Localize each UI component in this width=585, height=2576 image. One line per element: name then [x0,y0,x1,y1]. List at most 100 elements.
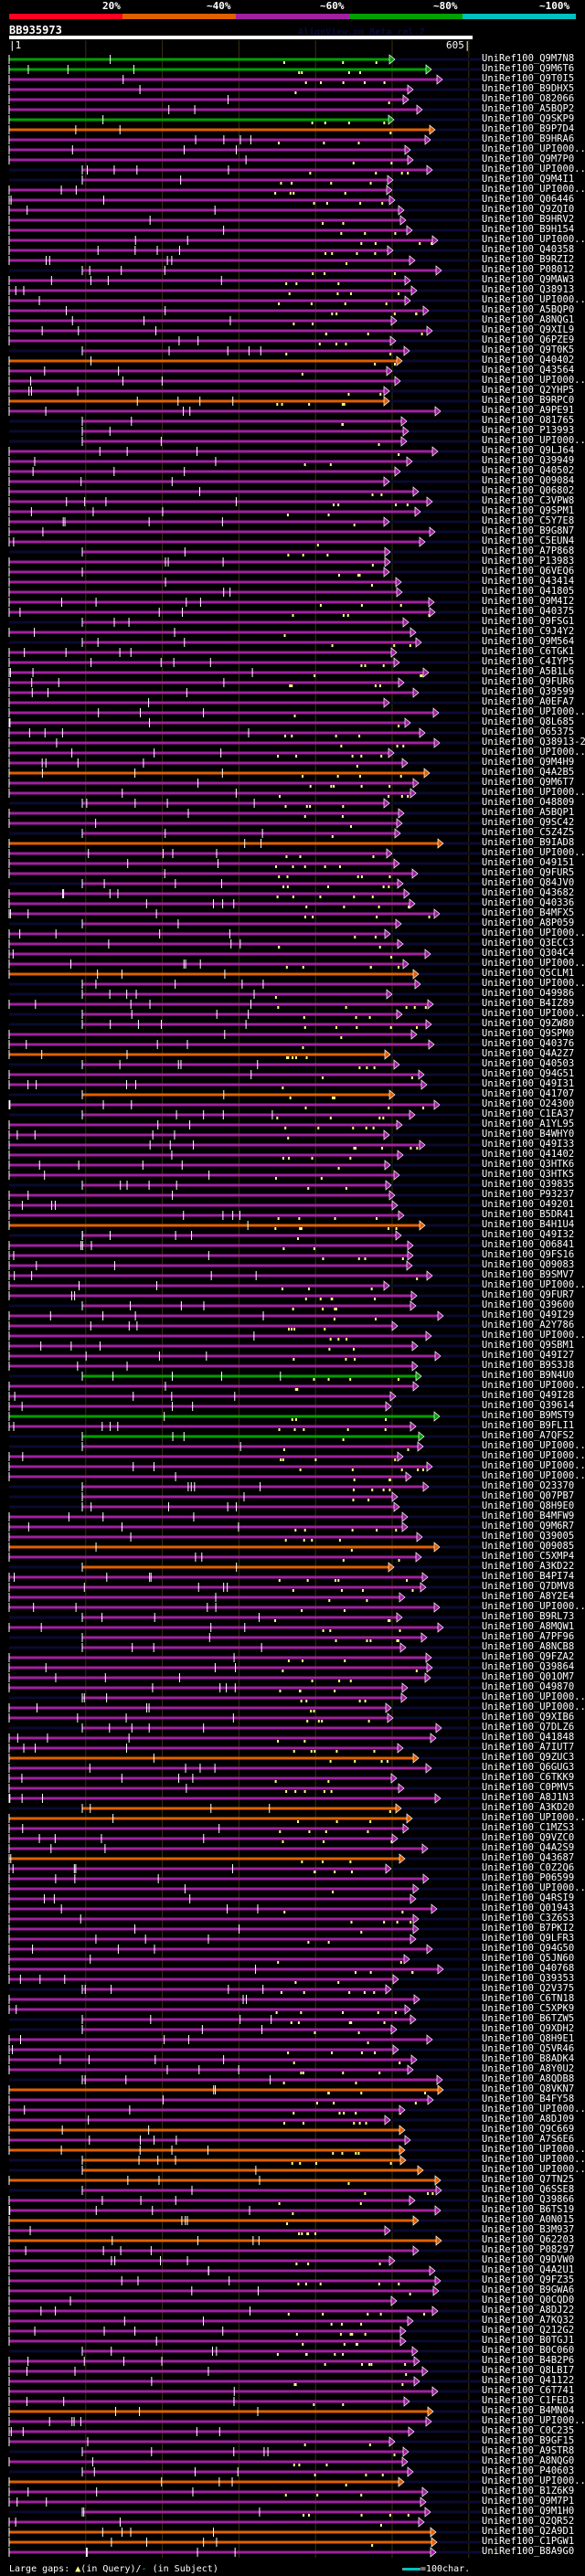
hit-label[interactable]: UniRef100_Q41707 [482,1088,575,1099]
hit-label[interactable]: UniRef100_Q41805 [482,586,575,597]
hit-label[interactable]: UniRef100_Q8H9E1 [482,2033,575,2044]
hit-label[interactable]: UniRef100_UPI000.. [482,1601,585,1612]
hit-label[interactable]: UniRef100_B6TZW5 [482,2013,575,2024]
hit-label[interactable]: UniRef100_B8ADK4 [482,2053,575,2064]
hit-label[interactable]: UniRef100_P08297 [482,2244,575,2255]
hit-label[interactable]: UniRef100_Q9ZW80 [482,1018,575,1029]
hit-label[interactable]: UniRef100_Q39864 [482,1661,575,1672]
hit-label[interactable]: UniRef100_UPI000.. [482,706,585,717]
hit-label[interactable]: UniRef100_Q40768 [482,1963,575,1974]
hit-label[interactable]: UniRef100_O49201 [482,1199,575,1210]
hit-label[interactable]: UniRef100_Q9C669 [482,2124,575,2135]
hit-label[interactable]: UniRef100_C5XPK9 [482,2003,575,2014]
hit-label[interactable]: UniRef100_B9HRV2 [482,214,575,225]
hit-label[interactable]: UniRef100_Q9LJ64 [482,445,575,456]
hit-label[interactable]: UniRef100_C0PMV5 [482,1782,575,1793]
hit-label[interactable]: UniRef100_Q01943 [482,1903,575,1913]
hit-label[interactable]: UniRef100_Q43687 [482,1852,575,1863]
hit-label[interactable]: UniRef100_Q2A9D1 [482,2526,575,2537]
hit-label[interactable]: UniRef100_C1EA37 [482,1108,575,1119]
hit-label[interactable]: UniRef100_C5EUN4 [482,535,575,546]
hit-label[interactable]: UniRef100_UPI000.. [482,2164,585,2175]
hit-label[interactable]: UniRef100_B9DHX5 [482,83,575,94]
hit-label[interactable]: UniRef100_A9STR8 [482,2445,575,2456]
hit-label[interactable]: UniRef100_Q62203 [482,2234,575,2245]
hit-label[interactable]: UniRef100_B9N4U0 [482,1370,575,1381]
hit-label[interactable]: UniRef100_C4IYP5 [482,656,575,667]
hit-label[interactable]: UniRef100_A1YL95 [482,1118,575,1129]
hit-label[interactable]: UniRef100_Q2YHP5 [482,385,575,396]
hit-label[interactable]: UniRef100_Q6SSE8 [482,2184,575,2195]
hit-label[interactable]: UniRef100_B4PI74 [482,1571,575,1582]
hit-label[interactable]: UniRef100_Q49I32 [482,1229,575,1240]
hit-label[interactable]: UniRef100_Q9T0I5 [482,73,575,84]
hit-label[interactable]: UniRef100_Q39835 [482,1179,575,1190]
hit-label[interactable]: UniRef100_UPI000.. [482,847,585,858]
hit-label[interactable]: UniRef100_B9P7D4 [482,123,575,134]
hit-label[interactable]: UniRef100_Q7TN25 [482,2174,575,2185]
hit-label[interactable]: UniRef100_Q5JN60 [482,1953,575,1964]
hit-label[interactable]: UniRef100_Q41402 [482,1149,575,1160]
hit-label[interactable]: UniRef100_B4IZ89 [482,998,575,1009]
hit-label[interactable]: UniRef100_Q4A2S9 [482,1842,575,1853]
hit-label[interactable]: UniRef100_Q4A2B5 [482,767,575,778]
hit-label[interactable]: UniRef100_B9MST9 [482,1410,575,1421]
hit-label[interactable]: UniRef100_B9S3J8 [482,1360,575,1371]
hit-label[interactable]: UniRef100_Q40375 [482,606,575,617]
hit-label[interactable]: UniRef100_A7P868 [482,546,575,557]
hit-label[interactable]: UniRef100_C0C235 [482,2425,575,2436]
hit-label[interactable]: UniRef100_C6TKK9 [482,1772,575,1783]
hit-label[interactable]: UniRef100_Q9SBM1 [482,1340,575,1351]
hit-label[interactable]: UniRef100_B9GWA6 [482,2284,575,2295]
hit-label[interactable]: UniRef100_A5BQP2 [482,103,575,114]
hit-label[interactable]: UniRef100_Q9M1H0 [482,2506,575,2517]
hit-label[interactable]: UniRef100_Q6VEQ6 [482,566,575,577]
hit-label[interactable]: UniRef100_A5B1L6 [482,666,575,677]
hit-label[interactable]: UniRef100_Q39599 [482,686,575,697]
hit-label[interactable]: UniRef100_Q49I33 [482,1139,575,1150]
hit-label[interactable]: UniRef100_Q9FZ35 [482,2274,575,2285]
hit-label[interactable]: UniRef100_Q09084 [482,475,575,486]
hit-label[interactable]: UniRef100_Q0CQD0 [482,2295,575,2306]
hit-label[interactable]: UniRef100_Q3HTK6 [482,1159,575,1170]
hit-label[interactable]: UniRef100_Q09085 [482,1541,575,1552]
hit-label[interactable]: UniRef100_A7PF96 [482,1631,575,1642]
hit-label[interactable]: UniRef100_Q84JV0 [482,877,575,888]
hit-label[interactable]: UniRef100_Q4RSI9 [482,1892,575,1903]
hit-label[interactable]: UniRef100_A3KD22 [482,1561,575,1572]
hit-label[interactable]: UniRef100_B9SMV7 [482,1269,575,1280]
hit-label[interactable]: UniRef100_Q212G2 [482,2325,575,2336]
hit-label[interactable]: UniRef100_Q4A2Z7 [482,1048,575,1059]
hit-label[interactable]: UniRef100_C1PGW1 [482,2536,575,2547]
hit-label[interactable]: UniRef100_UPI000.. [482,1882,585,1893]
hit-label[interactable]: UniRef100_UPI000.. [482,2104,585,2115]
hit-label[interactable]: UniRef100_Q94G51 [482,1068,575,1079]
hit-label[interactable]: UniRef100_Q7DMV8 [482,1581,575,1592]
hit-label[interactable]: UniRef100_A8DJ22 [482,2305,575,2316]
hit-label[interactable]: UniRef100_Q43414 [482,576,575,587]
hit-label[interactable]: UniRef100_Q40336 [482,897,575,908]
hit-label[interactable]: UniRef100_Q39600 [482,1299,575,1310]
hit-label[interactable]: UniRef100_UPI000.. [482,747,585,758]
hit-label[interactable]: UniRef100_Q9M6T7 [482,777,575,788]
hit-label[interactable]: UniRef100_Q9FUR6 [482,676,575,687]
hit-label[interactable]: UniRef100_C0Z2Q6 [482,1862,575,1873]
hit-label[interactable]: UniRef100_A9PE91 [482,405,575,416]
hit-label[interactable]: UniRef100_C3Z6S3 [482,1913,575,1924]
hit-label[interactable]: UniRef100_Q9VZC0 [482,1832,575,1843]
hit-label[interactable]: UniRef100_A8Y0U2 [482,2063,575,2074]
hit-label[interactable]: UniRef100_Q5CLM1 [482,968,575,979]
hit-label[interactable]: UniRef100_UPI000.. [482,1691,585,1702]
hit-label[interactable]: UniRef100_Q40503 [482,1058,575,1069]
hit-label[interactable]: UniRef100_B7PKI2 [482,1923,575,1934]
hit-label[interactable]: UniRef100_B8A9G0 [482,2546,575,2557]
hit-label[interactable]: UniRef100_UPI000.. [482,1330,585,1341]
hit-label[interactable]: UniRef100_B5DR41 [482,1209,575,1220]
hit-label[interactable]: UniRef100_Q06446 [482,194,575,205]
hit-label[interactable]: UniRef100_UPI000.. [482,375,585,386]
hit-label[interactable]: UniRef100_B4MFX5 [482,907,575,918]
hit-label[interactable]: UniRef100_A3KD20 [482,1802,575,1813]
hit-label[interactable]: UniRef100_Q304C4 [482,948,575,959]
hit-label[interactable]: UniRef100_C3VPW8 [482,495,575,506]
hit-label[interactable]: UniRef100_Q9XDH2 [482,2023,575,2034]
